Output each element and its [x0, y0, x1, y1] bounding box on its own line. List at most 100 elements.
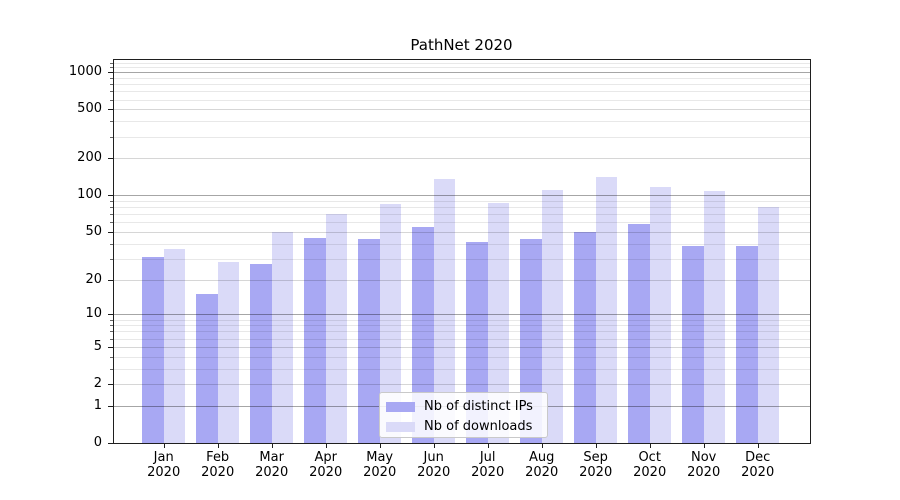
x-tick-aug [541, 444, 543, 448]
bar-nov-distinct-ips [682, 246, 704, 443]
y-minortick-4 [110, 356, 113, 358]
x-tick-label-dec: Dec 2020 [718, 450, 798, 480]
y-minortick-400 [110, 121, 113, 123]
x-tick-label-may: May 2020 [340, 450, 420, 480]
gridline-5 [113, 346, 810, 348]
gridline-1100 [113, 67, 810, 69]
y-tick-500 [108, 109, 113, 111]
x-tick-oct [649, 444, 651, 448]
gridline-50 [113, 232, 810, 233]
x-tick-label-jan: Jan 2020 [124, 450, 204, 480]
gridline-500 [113, 109, 810, 111]
x-tick-label-jun: Jun 2020 [394, 450, 474, 480]
y-minortick-1200 [110, 62, 113, 64]
year-line: 2020 [255, 465, 289, 480]
gridline-100 [113, 195, 810, 197]
y-tick-label-1: 1 [93, 397, 102, 413]
gridline-2 [113, 384, 810, 386]
bar-jun-downloads [433, 179, 456, 443]
y-axis-tick-labels: 0 1 2 5 10 20 50 100 200 500 1000 [0, 0, 102, 500]
y-tick-label-50: 50 [85, 224, 102, 239]
y-tick-2 [108, 384, 113, 386]
bar-mar-distinct-ips [250, 264, 272, 443]
y-minortick-7 [110, 331, 113, 333]
gridline-200 [113, 158, 810, 160]
month-line: Jul [479, 450, 496, 465]
y-tick-10 [108, 314, 113, 316]
gridline-1000 [113, 72, 810, 74]
gridline-7 [113, 331, 810, 333]
gridline-400 [113, 121, 810, 123]
bar-dec-downloads [757, 207, 780, 443]
x-tick-jul [487, 444, 489, 448]
month-line: Dec [745, 450, 771, 465]
top-spine [113, 59, 810, 60]
y-tick-200 [108, 158, 113, 160]
month-line: Aug [528, 450, 555, 465]
y-minortick-900 [110, 77, 113, 79]
month-line: Oct [638, 450, 661, 465]
month-line: Jan [153, 450, 174, 465]
y-minortick-6 [110, 338, 113, 340]
month-line: Sep [583, 450, 608, 465]
bar-aug-downloads [541, 190, 564, 443]
gridline-60 [113, 222, 810, 224]
y-minortick-90 [110, 201, 113, 202]
month-line: Feb [206, 450, 230, 465]
bar-jun-distinct-ips [412, 227, 434, 443]
y-tick-label-20: 20 [85, 271, 102, 287]
month-line: Jun [423, 450, 444, 465]
y-minortick-300 [110, 136, 113, 138]
bar-nov-downloads [703, 191, 726, 443]
chart-title: PathNet 2020 [410, 36, 513, 54]
x-tick-label-apr: Apr 2020 [286, 450, 366, 480]
y-minortick-80 [110, 207, 113, 209]
bottom-spine [113, 443, 810, 444]
y-tick-50 [108, 232, 113, 233]
x-tick-label-oct: Oct 2020 [610, 450, 690, 480]
bar-may-distinct-ips [358, 238, 380, 443]
downloads-swatch [386, 422, 415, 432]
y-tick-label-5: 5 [93, 338, 102, 354]
x-tick-sep [595, 444, 597, 448]
year-line: 2020 [309, 465, 343, 480]
year-line: 2020 [579, 465, 613, 480]
bar-mar-downloads [271, 232, 294, 443]
right-spine [810, 59, 811, 444]
y-minortick-700 [110, 91, 113, 93]
gridline-6 [113, 338, 810, 340]
y-minortick-60 [110, 222, 113, 224]
gridline-70 [113, 214, 810, 216]
gridline-700 [113, 91, 810, 93]
y-tick-label-2: 2 [93, 376, 102, 392]
y-minortick-800 [110, 84, 113, 86]
gridline-90 [113, 201, 810, 202]
x-tick-may [379, 444, 381, 448]
x-tick-mar [271, 444, 273, 448]
bar-sep-distinct-ips [574, 232, 596, 443]
gridline-20 [113, 279, 810, 281]
bar-may-downloads [379, 204, 402, 443]
month-line: Apr [314, 450, 337, 465]
x-tick-jun [433, 444, 435, 448]
gridline-900 [113, 77, 810, 79]
bar-oct-distinct-ips [628, 224, 650, 443]
bar-sep-downloads [595, 176, 618, 443]
y-tick-1 [108, 405, 113, 407]
x-tick-label-nov: Nov 2020 [664, 450, 744, 480]
gridline-300 [113, 136, 810, 138]
y-minortick-9 [110, 319, 113, 321]
gridline-3 [113, 368, 810, 370]
bar-feb-distinct-ips [196, 294, 218, 443]
y-minortick-8 [110, 325, 113, 327]
bar-apr-distinct-ips [304, 237, 326, 443]
x-tick-label-sep: Sep 2020 [556, 450, 636, 480]
plot-area [113, 59, 810, 443]
bar-feb-downloads [217, 262, 240, 443]
x-tick-feb [217, 444, 219, 448]
gridline-1200 [113, 62, 810, 64]
legend-label-distinct-ips: Nb of distinct IPs [424, 399, 533, 414]
y-tick-label-100: 100 [77, 187, 102, 203]
bar-dec-distinct-ips [736, 246, 758, 443]
